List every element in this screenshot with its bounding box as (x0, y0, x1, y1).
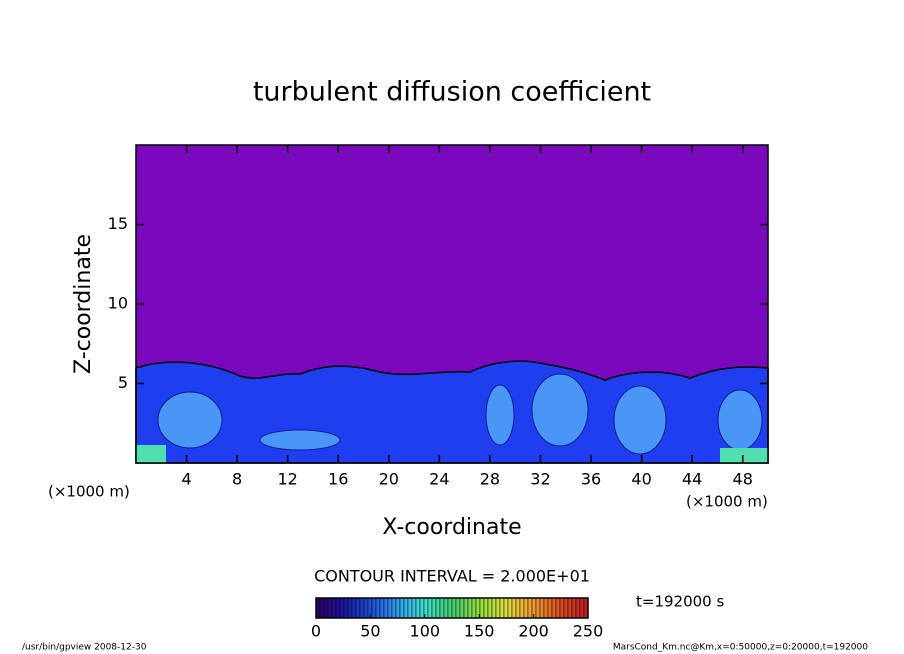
colorbar-stripe (375, 597, 381, 619)
colorbar-stripe (407, 597, 413, 619)
colorbar-stripe (383, 597, 389, 619)
colorbar-stripe (459, 597, 465, 619)
colorbar-stripe (339, 597, 345, 619)
x-tick-label: 36 (581, 470, 601, 489)
colorbar-stripe (335, 597, 341, 619)
colorbar-stripe (359, 597, 365, 619)
colorbar-stripe (491, 597, 497, 619)
chart-title: turbulent diffusion coefficient (253, 77, 651, 108)
colorbar-tick-label: 150 (464, 622, 495, 641)
colorbar-stripe (403, 597, 409, 619)
colorbar-stripe (415, 597, 421, 619)
colorbar-stripe (527, 597, 533, 619)
colorbar-stripe (523, 597, 529, 619)
y-axis-label: Z-coordinate (71, 234, 96, 374)
colorbar-stripe (507, 597, 513, 619)
colorbar-stripe (455, 597, 461, 619)
y-tick-label: 5 (118, 373, 128, 392)
colorbar-stripe (347, 597, 353, 619)
colorbar-stripe (371, 597, 377, 619)
colorbar-stripe (511, 597, 517, 619)
colorbar-stripe (547, 597, 553, 619)
x-tick-label: 44 (682, 470, 702, 489)
x-tick-label: 20 (379, 470, 399, 489)
colorbar-stripe (399, 597, 405, 619)
y-tick-label: 10 (108, 294, 128, 313)
colorbar-stripe (387, 597, 393, 619)
colorbar-stripe (571, 597, 577, 619)
colorbar-stripe (579, 597, 585, 619)
colorbar-stripe (463, 597, 469, 619)
footer-right: MarsCond_Km.nc@Km,x=0:50000,z=0:20000,t=… (613, 643, 868, 653)
colorbar-stripe (567, 597, 573, 619)
colorbar-frame (315, 597, 589, 619)
colorbar-stripe (487, 597, 493, 619)
x-tick-label: 16 (328, 470, 348, 489)
colorbar-stripe (543, 597, 549, 619)
colorbar-stripe (555, 597, 561, 619)
colorbar-stripe (483, 597, 489, 619)
colorbar-stripe (395, 597, 401, 619)
colorbar-stripe (471, 597, 477, 619)
contour-interval: CONTOUR INTERVAL = 2.000E+01 (314, 567, 590, 586)
x-tick-label: 28 (480, 470, 500, 489)
colorbar-stripe (431, 597, 437, 619)
x-tick-label: 48 (733, 470, 753, 489)
colorbar-stripe (351, 597, 357, 619)
colorbar-tick-label: 250 (573, 622, 604, 641)
near-surface (136, 445, 768, 463)
colorbar-stripe (563, 597, 569, 619)
x-unit-left: (×1000 m) (48, 483, 130, 501)
turbulent-layer (135, 360, 769, 464)
colorbar-stripe (439, 597, 445, 619)
colorbar-stripe (443, 597, 449, 619)
colorbar-stripe (451, 597, 457, 619)
colorbar-stripe (327, 597, 333, 619)
colorbar-stripe (479, 597, 485, 619)
colorbar-stripe (343, 597, 349, 619)
colorbar-stripe (355, 597, 361, 619)
colorbar-stripe (515, 597, 521, 619)
colorbar-stripe (535, 597, 541, 619)
colorbar-tick-label: 0 (311, 622, 321, 641)
x-unit-right: (×1000 m) (686, 493, 768, 511)
colorbar-stripe (559, 597, 565, 619)
colorbar-stripe (323, 597, 329, 619)
colorbar-stripe (575, 597, 581, 619)
x-tick-label: 40 (631, 470, 651, 489)
x-tick-label: 8 (232, 470, 242, 489)
colorbar-stripe (363, 597, 369, 619)
colorbar-stripe (447, 597, 453, 619)
colorbar-tick-label: 200 (518, 622, 549, 641)
x-axis-label: X-coordinate (382, 515, 521, 540)
x-tick-label: 32 (530, 470, 550, 489)
colorbar-stripe (411, 597, 417, 619)
colorbar-stripe (331, 597, 337, 619)
colorbar-stripe (427, 597, 433, 619)
y-tick-label: 15 (108, 214, 128, 233)
colorbar-stripe (519, 597, 525, 619)
x-tick-label: 24 (429, 470, 449, 489)
colorbar-stripe (435, 597, 441, 619)
colorbar-stripe (499, 597, 505, 619)
time-label: t=192000 s (636, 593, 724, 611)
colorbar-stripe (419, 597, 425, 619)
colorbar-tick-label: 50 (360, 622, 380, 641)
x-tick-label: 12 (278, 470, 298, 489)
colorbar-tick-label: 100 (410, 622, 441, 641)
colorbar-stripe (503, 597, 509, 619)
colorbar-stripe (467, 597, 473, 619)
colorbar-stripe (391, 597, 397, 619)
footer-left: /usr/bin/gpview 2008-12-30 (22, 643, 147, 653)
colorbar-stripe (551, 597, 557, 619)
x-tick-label: 4 (181, 470, 191, 489)
colorbar-stripe (539, 597, 545, 619)
colorbar-stripe (379, 597, 385, 619)
colorbar-stripe (495, 597, 501, 619)
colorbar-stripe (319, 597, 325, 619)
eddies (157, 373, 763, 455)
